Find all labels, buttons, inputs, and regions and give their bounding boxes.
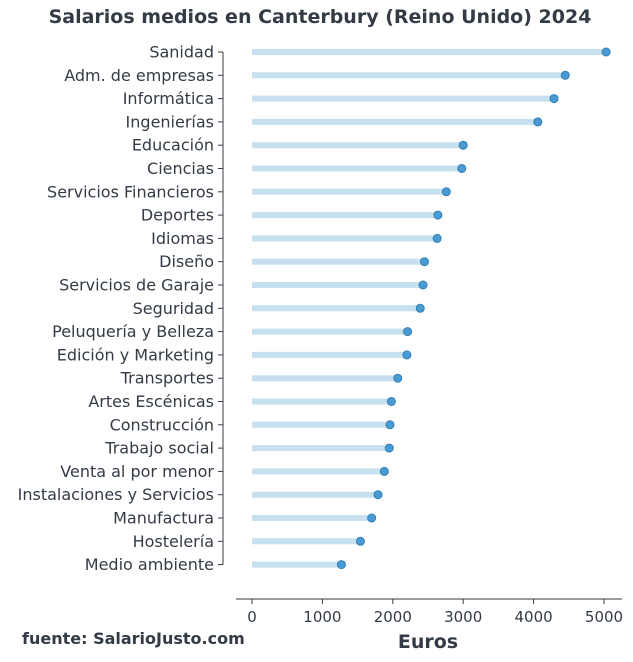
x-tick-label-6: 5000 — [585, 608, 623, 626]
category-label-11: Servicios de Garaje — [59, 276, 214, 295]
data-point-7 — [441, 187, 451, 197]
data-point-22 — [355, 536, 365, 546]
data-point-20 — [373, 490, 383, 500]
data-point-14 — [402, 350, 412, 360]
category-label-7: Servicios Financieros — [47, 182, 214, 201]
category-label-5: Educación — [132, 136, 214, 155]
data-point-23 — [336, 560, 346, 570]
category-label-13: Peluquería y Belleza — [52, 322, 214, 341]
x-tick-label-1: 0 — [247, 608, 257, 626]
category-label-6: Ciencias — [147, 159, 214, 178]
category-label-20: Instalaciones y Servicios — [18, 485, 214, 504]
data-point-9 — [432, 233, 442, 243]
data-point-18 — [384, 443, 394, 453]
data-point-16 — [386, 397, 396, 406]
data-point-6 — [457, 164, 467, 173]
category-label-23: Medio ambiente — [85, 555, 214, 574]
data-point-2 — [560, 70, 570, 80]
data-point-17 — [385, 420, 395, 430]
data-point-11 — [418, 280, 428, 290]
category-label-4: Ingenierías — [126, 112, 214, 131]
category-label-12: Seguridad — [133, 299, 214, 318]
x-tick-label-4: 3000 — [444, 608, 482, 626]
category-label-22: Hostelería — [133, 532, 214, 551]
x-axis-label: Euros — [398, 631, 458, 653]
category-labels: Sanidad Adm. de empresas Informática Ingeni… — [18, 43, 223, 574]
x-tick-label-3: 2000 — [374, 608, 412, 626]
data-point-1 — [601, 47, 611, 57]
x-tick-label-5: 4000 — [515, 608, 553, 626]
stems-group — [252, 49, 607, 568]
category-label-16: Artes Escénicas — [88, 392, 214, 411]
data-point-15 — [393, 373, 403, 383]
data-point-4 — [533, 117, 543, 127]
data-point-12 — [415, 303, 425, 313]
category-label-21: Manufactura — [113, 509, 214, 528]
category-label-1: Sanidad — [149, 43, 214, 62]
category-label-3: Informática — [123, 89, 214, 108]
dots-group — [336, 47, 611, 570]
category-label-8: Deportes — [141, 206, 214, 225]
data-point-19 — [379, 466, 389, 476]
data-point-10 — [419, 257, 429, 267]
source-note: fuente: SalarioJusto.com — [22, 629, 245, 648]
category-label-9: Idiomas — [151, 229, 214, 248]
data-point-13 — [403, 327, 413, 337]
category-label-18: Trabajo social — [104, 439, 214, 458]
category-label-10: Diseño — [159, 252, 214, 271]
category-label-14: Edición y Marketing — [57, 345, 214, 364]
data-point-8 — [433, 210, 443, 220]
data-point-3 — [549, 94, 559, 104]
data-point-5 — [458, 140, 468, 150]
category-label-19: Venta al por menor — [60, 462, 214, 481]
data-point-21 — [367, 513, 377, 523]
category-label-15: Transportes — [120, 369, 214, 388]
chart-title: Salarios medios en Canterbury (Reino Uni… — [48, 6, 592, 28]
x-tick-label-2: 1000 — [303, 608, 341, 626]
category-label-2: Adm. de empresas — [64, 66, 214, 85]
category-label-17: Construcción — [110, 415, 214, 434]
x-axis: 0 1000 2000 3000 4000 5000 — [236, 598, 623, 626]
